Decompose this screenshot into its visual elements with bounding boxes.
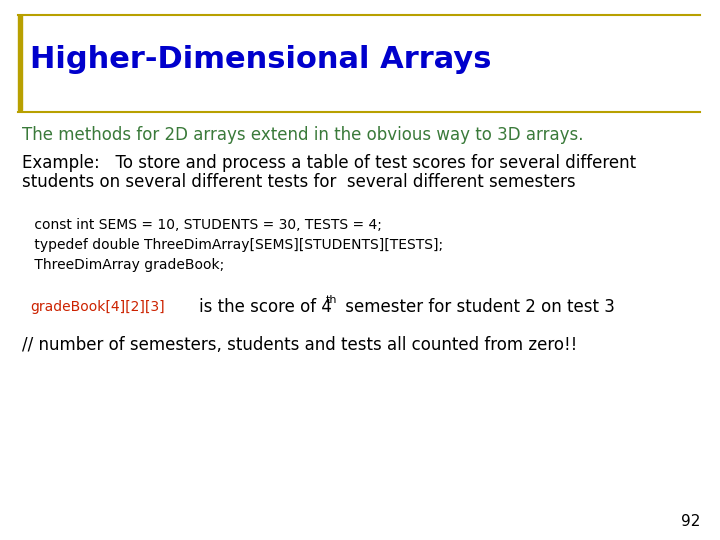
Text: students on several different tests for  several different semesters: students on several different tests for … [22,173,575,191]
Text: // number of semesters, students and tests all counted from zero!!: // number of semesters, students and tes… [22,336,577,354]
Text: th: th [326,295,338,305]
Text: gradeBook[4][2][3]: gradeBook[4][2][3] [30,300,165,314]
Text: is the score of 4: is the score of 4 [178,298,332,316]
Text: ThreeDimArray gradeBook;: ThreeDimArray gradeBook; [30,258,224,272]
Bar [18,15,22,110]
Text: typedef double ThreeDimArray[SEMS][STUDENTS][TESTS];: typedef double ThreeDimArray[SEMS][STUDE… [30,238,443,252]
Text: const int SEMS = 10, STUDENTS = 30, TESTS = 4;: const int SEMS = 10, STUDENTS = 30, TEST… [30,218,382,232]
Text: 92: 92 [680,515,700,530]
Text: Example:   To store and process a table of test scores for several different: Example: To store and process a table of… [22,154,636,172]
Text: The methods for 2D arrays extend in the obvious way to 3D arrays.: The methods for 2D arrays extend in the … [22,126,583,144]
Text: semester for student 2 on test 3: semester for student 2 on test 3 [340,298,615,316]
Text: Higher-Dimensional Arrays: Higher-Dimensional Arrays [30,45,492,75]
